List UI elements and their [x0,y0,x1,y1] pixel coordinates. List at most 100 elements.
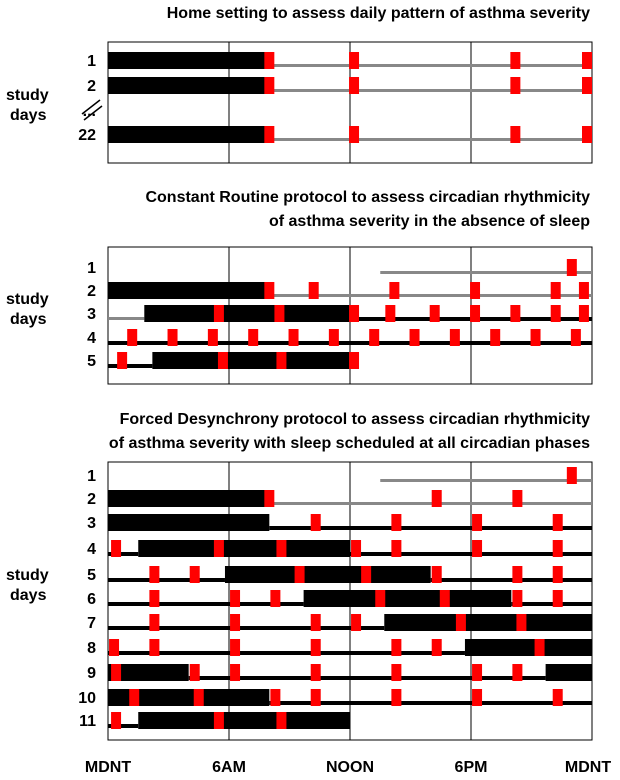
day-label: 1 [87,53,96,70]
day-label: 7 [87,615,96,632]
sample-marker [512,664,523,681]
sample-marker [570,329,581,346]
wake-line [108,602,304,606]
sample-marker [310,614,321,631]
sample-marker [530,329,541,346]
sample-marker [552,566,563,583]
sample-marker [117,352,128,369]
sleep-bar [224,566,431,583]
panel-title-home: Home setting to assess daily pattern of … [167,5,590,22]
panel-forced-desynchrony: Forced Desynchrony protocol to assess ci… [6,411,593,741]
sample-marker [264,126,275,143]
sample-marker [111,664,122,681]
sample-marker [472,664,483,681]
wake-line [108,724,139,728]
sample-marker [582,126,592,143]
panel-rows-forced-desynchrony: 1 2 3 4 5 6 7 8 9 10 11 [78,462,592,740]
sleep-bar [545,664,592,681]
sample-marker [349,352,360,369]
tick-label-6am: 6AM [212,759,246,776]
sample-marker [276,352,287,369]
sample-marker [449,329,460,346]
sample-marker [167,329,178,346]
day-label: 5 [87,567,96,584]
sample-marker [351,540,362,557]
sample-marker [472,540,483,557]
day-label: 4 [87,330,96,347]
sample-marker [213,712,224,729]
sample-marker [552,514,563,531]
day-label: 9 [87,665,96,682]
sample-marker [351,614,362,631]
wake-line [269,701,592,705]
sample-marker [127,329,138,346]
day-label: 2 [87,78,96,95]
sample-marker [429,305,440,322]
day-label: 6 [87,591,96,608]
sample-marker [512,590,523,607]
sample-marker [111,540,122,557]
tick-label-noon: NOON [326,759,374,776]
sample-marker [264,282,275,299]
wake-line [350,552,592,556]
sample-marker [310,689,321,706]
sleep-bar [464,639,592,656]
sample-marker [510,126,521,143]
sample-marker [217,352,228,369]
y-label-study-forced-desynchrony: study [6,567,49,584]
sample-marker [409,329,420,346]
sample-marker [361,566,372,583]
sample-marker [189,566,200,583]
day-label: 11 [79,713,96,730]
wake-line [188,676,546,680]
sample-marker [578,282,589,299]
sample-marker [391,639,402,656]
day-label: 8 [87,640,96,657]
wake-line [269,138,592,141]
tick-label-mdnt-start: MDNT [85,759,131,776]
sample-marker [310,514,321,531]
sleep-bar [108,490,270,507]
panel-constant-routine: Constant Routine protocol to assess circ… [6,189,593,385]
time-axis: MDNT 6AM NOON 6PM MDNT [85,759,611,776]
wake-line [380,271,592,274]
wake-line [108,651,465,655]
sample-marker [566,259,577,276]
sample-marker [391,664,402,681]
sample-marker [328,329,339,346]
sample-marker [129,689,140,706]
wake-line [269,294,592,297]
panel-home-setting: Home setting to assess daily pattern of … [6,5,593,164]
sample-marker [534,639,545,656]
sample-marker [385,305,396,322]
break-mark [81,99,101,115]
sample-marker [349,305,360,322]
sample-marker [308,282,319,299]
sample-marker [431,490,442,507]
sample-marker [230,639,241,656]
sample-marker [470,305,481,322]
wake-line [108,317,145,320]
sample-marker [109,639,120,656]
y-label-days-constant-routine: days [10,311,47,328]
sample-marker [349,126,360,143]
sample-marker [264,52,275,69]
sample-marker [391,540,402,557]
sample-marker [516,614,527,631]
sample-marker [294,566,305,583]
break-mark [83,105,103,121]
sample-marker [431,639,442,656]
sleep-bar [108,282,270,299]
day-label: 5 [87,353,96,370]
sample-marker [270,590,281,607]
sample-marker [230,590,241,607]
sample-marker [470,282,481,299]
day-label: 2 [87,491,96,508]
sample-marker [270,689,281,706]
sleep-bar [138,712,350,729]
sample-marker [248,329,259,346]
sample-marker [455,614,466,631]
sleep-bar [108,126,270,143]
wake-line [269,64,592,67]
panel-rows-constant-routine: 1 2 3 4 5 [87,247,592,384]
